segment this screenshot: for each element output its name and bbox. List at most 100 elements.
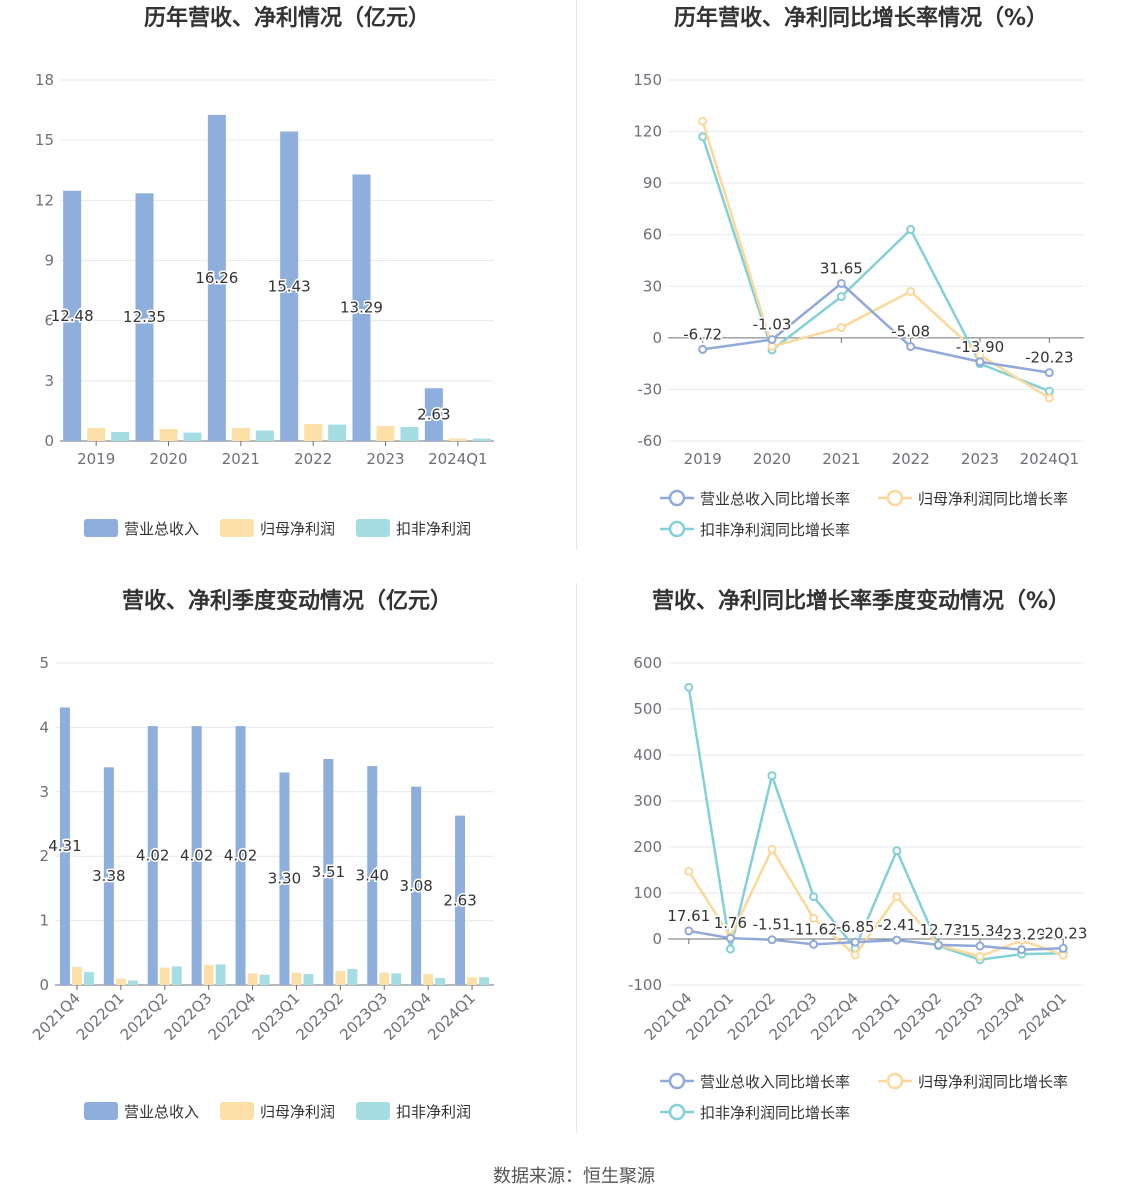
legend-marker[interactable] [668,1103,686,1121]
line-data-label: -11.62 [789,920,837,938]
legend-label[interactable]: 营业总收入 [124,1103,199,1121]
x-tick-label: 2023Q1 [248,989,303,1044]
bar-net-profit [71,966,82,985]
panel-quarterly-growth-rate: 营收、净利同比增长率季度变动情况（%） -100 0 100 200 300 400 500 6… [574,583,1148,1166]
bar-net-profit [159,967,170,985]
y-tick-label: -100 [628,976,662,994]
data-point [892,846,902,856]
bar-deducted-profit [183,432,202,441]
legend-marker[interactable] [668,1072,686,1090]
y-tick-label: 2 [39,847,49,865]
legend-label[interactable]: 营业总收入同比增长率 [700,490,850,508]
x-tick-label: 2021 [222,450,260,468]
bar-data-label: 3.51 [312,863,345,881]
x-tick-label: 2019 [77,450,115,468]
bar-deducted-profit [255,430,274,441]
legend-label[interactable]: 归母净利润同比增长率 [918,490,1068,508]
data-point [1044,393,1054,403]
line-data-label: -20.23 [1025,349,1073,367]
legend-marker[interactable] [886,489,904,507]
bar-net-profit [467,977,478,985]
legend-marker[interactable] [886,1072,904,1090]
bar-deducted-profit [400,426,419,441]
data-point [725,944,735,954]
data-point [850,950,860,960]
bar-net-profit [203,965,214,985]
data-point [906,286,916,296]
bar-revenue [135,193,154,441]
data-point [892,892,902,902]
x-tick-label: 2020 [149,450,187,468]
bar-deducted-profit [83,972,94,985]
bar-data-label: 3.40 [356,867,389,885]
bar-deducted-profit [472,438,491,441]
y-tick-label: 0 [44,432,54,450]
legend-swatch[interactable] [356,1102,390,1120]
series-line-1 [701,120,1050,400]
series-line-0 [702,281,1050,374]
series-line-0 [688,929,1064,951]
x-tick-label: 2022Q2 [117,989,172,1044]
legend-label[interactable]: 营业总收入同比增长率 [700,1073,850,1091]
bar-net-profit [115,978,126,985]
data-point [975,951,985,961]
bar-revenue [280,131,299,441]
legend-label[interactable]: 归母净利润同比增长率 [918,1073,1068,1091]
x-tick-label: 2024Q1 [424,989,479,1044]
bar-net-profit [159,428,178,441]
bar-revenue [207,114,226,441]
legend-swatch[interactable] [356,519,390,537]
x-tick-label: 2024Q1 [428,450,488,468]
bar-deducted-profit [111,431,130,441]
legend-swatch[interactable] [84,519,118,537]
bar-deducted-profit [391,973,402,985]
series-line-2 [687,687,1064,961]
line-data-label: -23.29 [997,926,1045,944]
legend-swatch[interactable] [220,519,254,537]
x-tick-label: 2022Q1 [73,989,128,1044]
chart-title: 营收、净利季度变动情况（亿元） [122,588,452,614]
bar-data-label: 4.02 [136,847,169,865]
bar-revenue [455,815,466,985]
legend-marker[interactable] [668,489,686,507]
bar-revenue [411,786,422,985]
x-tick-label: 2023 [366,450,404,468]
y-tick-label: 3 [44,372,54,390]
x-tick-label: 2023Q4 [380,989,435,1044]
bar-revenue [59,707,70,985]
line-data-label: -20.23 [1039,924,1087,942]
bar-revenue [103,767,114,985]
bar-data-label: 2.63 [417,406,450,424]
legend-label[interactable]: 扣非净利润 [396,1103,471,1121]
x-tick-label: 2023 [961,450,999,468]
legend-swatch[interactable] [220,1102,254,1120]
legend-label[interactable]: 扣非净利润 [396,520,471,538]
bar-data-label: 15.43 [268,277,311,295]
bar-data-label: 4.02 [180,847,213,865]
legend-swatch[interactable] [84,1102,118,1120]
y-tick-label: 3 [39,783,49,801]
bar-net-profit [379,972,390,985]
bar-revenue [352,174,371,441]
bar-data-label: 2.63 [443,891,476,909]
legend-label[interactable]: 扣非净利润同比增长率 [700,1104,850,1122]
legend-marker[interactable] [668,520,686,538]
bar-data-label: 12.48 [51,307,94,325]
bar-revenue [147,726,158,985]
legend-label[interactable]: 归母净利润 [260,1103,335,1121]
legend-label[interactable]: 扣非净利润同比增长率 [700,521,850,539]
bar-deducted-profit [479,977,490,985]
legend-label[interactable]: 归母净利润 [260,520,335,538]
data-point [725,933,735,943]
data-point [906,342,916,352]
annual-revenue-profit-chart: 历年营收、净利情况（亿元） 0 3 6 9 12 15 18 2019 2020 2021 2022 2… [35,5,494,538]
bar-revenue [367,766,378,985]
y-tick-label: 30 [643,277,662,295]
legend-label[interactable]: 营业总收入 [124,520,199,538]
bar-deducted-profit [328,424,347,441]
bar-deducted-profit [259,974,270,985]
bar-deducted-profit [127,980,138,985]
y-tick-label: 5 [39,654,49,672]
data-point [767,844,777,854]
data-point [975,941,985,951]
